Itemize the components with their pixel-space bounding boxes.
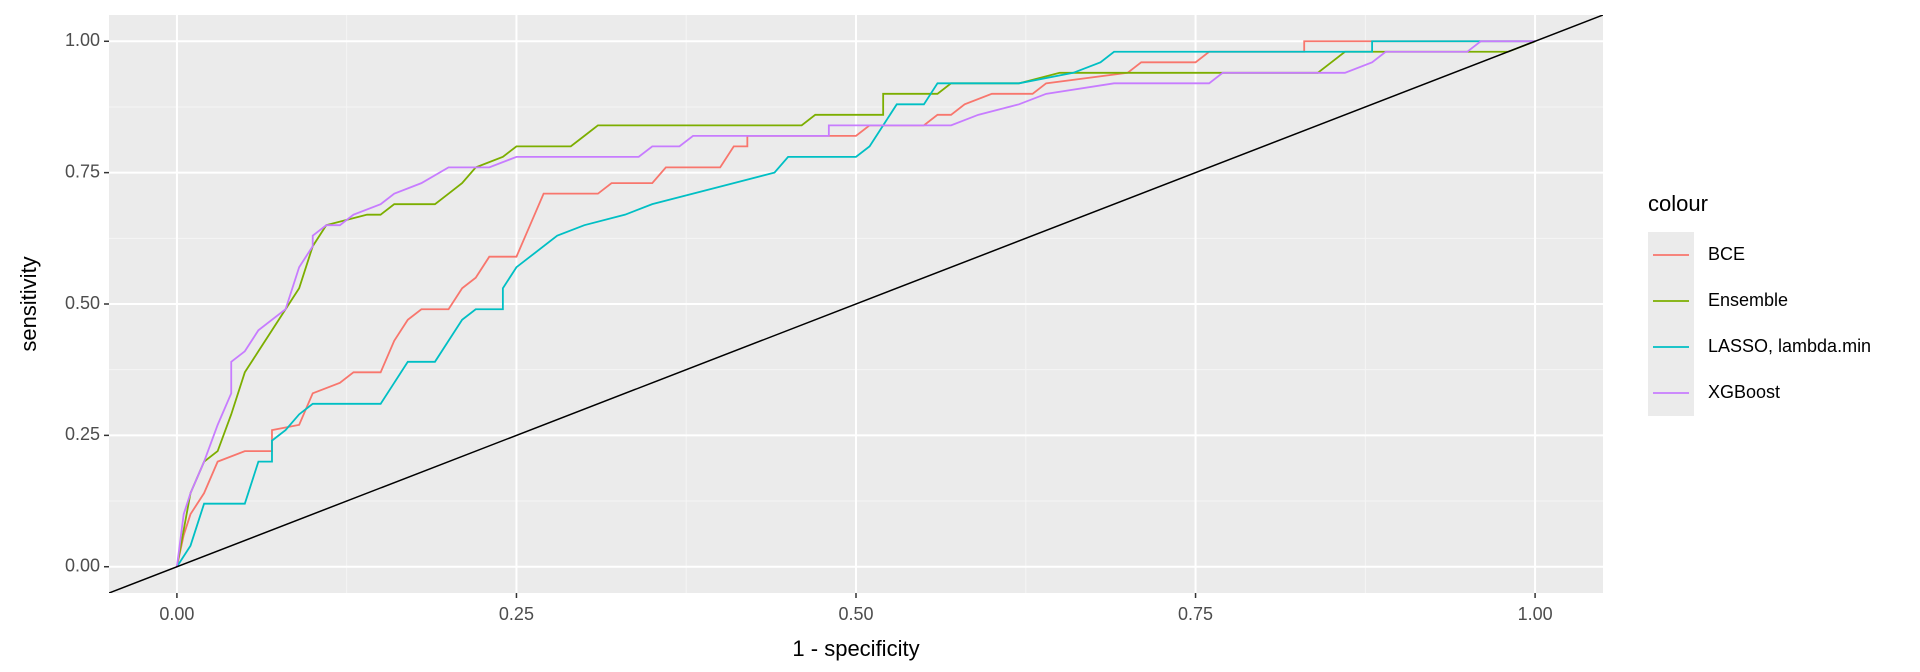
- legend-label: LASSO, lambda.min: [1708, 336, 1871, 356]
- y-tick-label: 0.75: [65, 161, 100, 181]
- y-axis-title: sensitivity: [16, 256, 41, 351]
- roc-curve: [176, 40, 1536, 567]
- legend-title: colour: [1648, 191, 1708, 216]
- y-tick-label: 0.00: [65, 555, 100, 575]
- legend-label: BCE: [1708, 244, 1745, 264]
- y-tick-label: 0.50: [65, 293, 100, 313]
- roc-curve: [176, 40, 1536, 568]
- x-tick-label: 0.75: [1178, 604, 1213, 624]
- x-axis-title: 1 - specificity: [792, 636, 919, 661]
- y-tick-label: 1.00: [65, 30, 100, 50]
- y-tick-label: 0.25: [65, 424, 100, 444]
- legend-label: XGBoost: [1708, 382, 1780, 402]
- x-tick-label: 1.00: [1518, 604, 1553, 624]
- reference-diagonal: [109, 15, 1603, 593]
- roc-curve: [176, 40, 1536, 567]
- legend-label: Ensemble: [1708, 290, 1788, 310]
- x-tick-label: 0.25: [499, 604, 534, 624]
- x-tick-label: 0.00: [159, 604, 194, 624]
- x-tick-label: 0.50: [838, 604, 873, 624]
